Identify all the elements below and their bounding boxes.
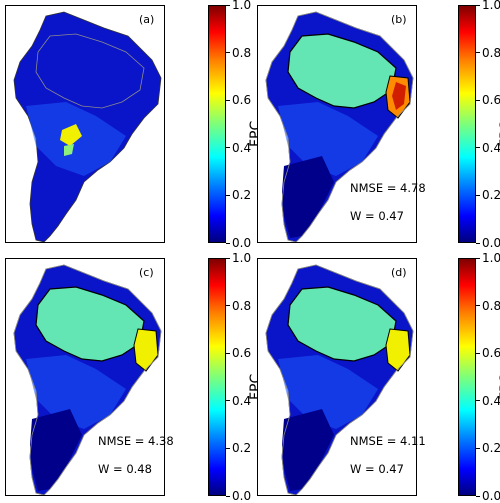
colorbar-tick-mark [476,4,480,6]
colorbar-tick-label: 0.2 [232,188,252,203]
nmse-text: NMSE = 4.38 [98,434,174,448]
panel-label: (d) [391,266,407,279]
colorbar-tick-mark [226,257,230,259]
mid-fpc-region [278,102,378,176]
colorbar-tick-mark [226,147,230,149]
colorbar-tick-mark [226,400,230,402]
colorbar-tick-mark [476,52,480,54]
high-fpc-region [392,82,406,110]
panel-label: (b) [391,13,407,26]
colorbar-tick-mark [226,305,230,307]
colorbar-tick-label: 0.6 [232,93,252,108]
southern-low-region [282,156,334,238]
colorbar-tick-label: 0.8 [232,45,252,60]
mid-fpc-region [26,355,126,429]
colorbar-tick-mark [226,194,230,196]
colorbar-tick-label: 0.0 [232,236,252,250]
amazon-region [287,286,397,362]
colorbar-tick-label: 0.4 [482,140,500,155]
colorbar-tick-mark [226,242,230,244]
colorbar-tick-mark [226,447,230,449]
colorbar-tick-label: 0.8 [482,298,500,313]
country-borders [13,264,162,495]
colorbar-tick-label: 0.6 [232,346,252,361]
colorbar-tick-mark [226,4,230,6]
colorbar [208,258,226,496]
colorbar-tick-label: 1.0 [482,251,500,265]
colorbar-tick-label: 0.8 [232,298,252,313]
fpc-map [265,11,414,242]
map-frame [5,5,165,243]
fpc-map [265,264,414,495]
southern-low-region [30,409,82,491]
southern-low-region [282,409,334,491]
w-text: W = 0.47 [350,462,404,476]
colorbar-tick-mark [226,495,230,497]
fpc-map [13,264,162,495]
colorbar-tick-label: 0.4 [232,140,252,155]
colorbar-tick-mark [476,194,480,196]
high-fpc-region [60,124,82,146]
colorbar [458,5,476,243]
nmse-text: NMSE = 4.78 [350,181,426,195]
colorbar-tick-label: 1.0 [482,0,500,12]
colorbar-tick-label: 0.0 [232,489,252,503]
colorbar-tick-mark [226,52,230,54]
colorbar-tick-mark [476,447,480,449]
colorbar-tick-mark [226,352,230,354]
colorbar-tick-mark [476,305,480,307]
colorbar-tick-mark [476,352,480,354]
east-coast-region [385,328,411,372]
country-borders [35,33,145,109]
colorbar-tick-mark [476,400,480,402]
panel-label: (a) [139,13,155,26]
colorbar-tick-label: 0.4 [482,393,500,408]
colorbar-tick-label: 0.8 [482,45,500,60]
mid-fpc-spot [64,144,74,156]
nmse-text: NMSE = 4.11 [350,434,426,448]
panel-label: (c) [139,266,154,279]
map-frame [5,258,165,496]
country-borders [265,264,414,495]
colorbar [208,5,226,243]
colorbar-tick-mark [476,147,480,149]
colorbar-tick-label: 0.0 [482,236,500,250]
map-frame [257,258,417,496]
w-text: W = 0.48 [98,462,152,476]
colorbar-tick-mark [226,99,230,101]
colorbar-tick-label: 0.2 [482,441,500,456]
colorbar-tick-label: 0.6 [482,346,500,361]
colorbar-tick-mark [476,257,480,259]
map-frame [257,5,417,243]
colorbar-tick-label: 0.0 [482,489,500,503]
colorbar-tick-label: 0.4 [232,393,252,408]
country-borders [265,11,414,242]
fpc-map [13,11,162,242]
mid-fpc-region [278,355,378,429]
east-coast-region [133,328,159,372]
w-text: W = 0.47 [350,209,404,223]
colorbar-tick-mark [476,495,480,497]
colorbar-tick-label: 0.2 [482,188,500,203]
amazon-region [35,286,145,362]
colorbar-tick-label: 0.6 [482,93,500,108]
amazon-region [287,33,397,109]
colorbar-tick-mark [476,99,480,101]
colorbar-tick-mark [476,242,480,244]
colorbar [458,258,476,496]
colorbar-tick-label: 0.2 [232,441,252,456]
colorbar-tick-label: 1.0 [232,251,252,265]
colorbar-tick-label: 1.0 [232,0,252,12]
